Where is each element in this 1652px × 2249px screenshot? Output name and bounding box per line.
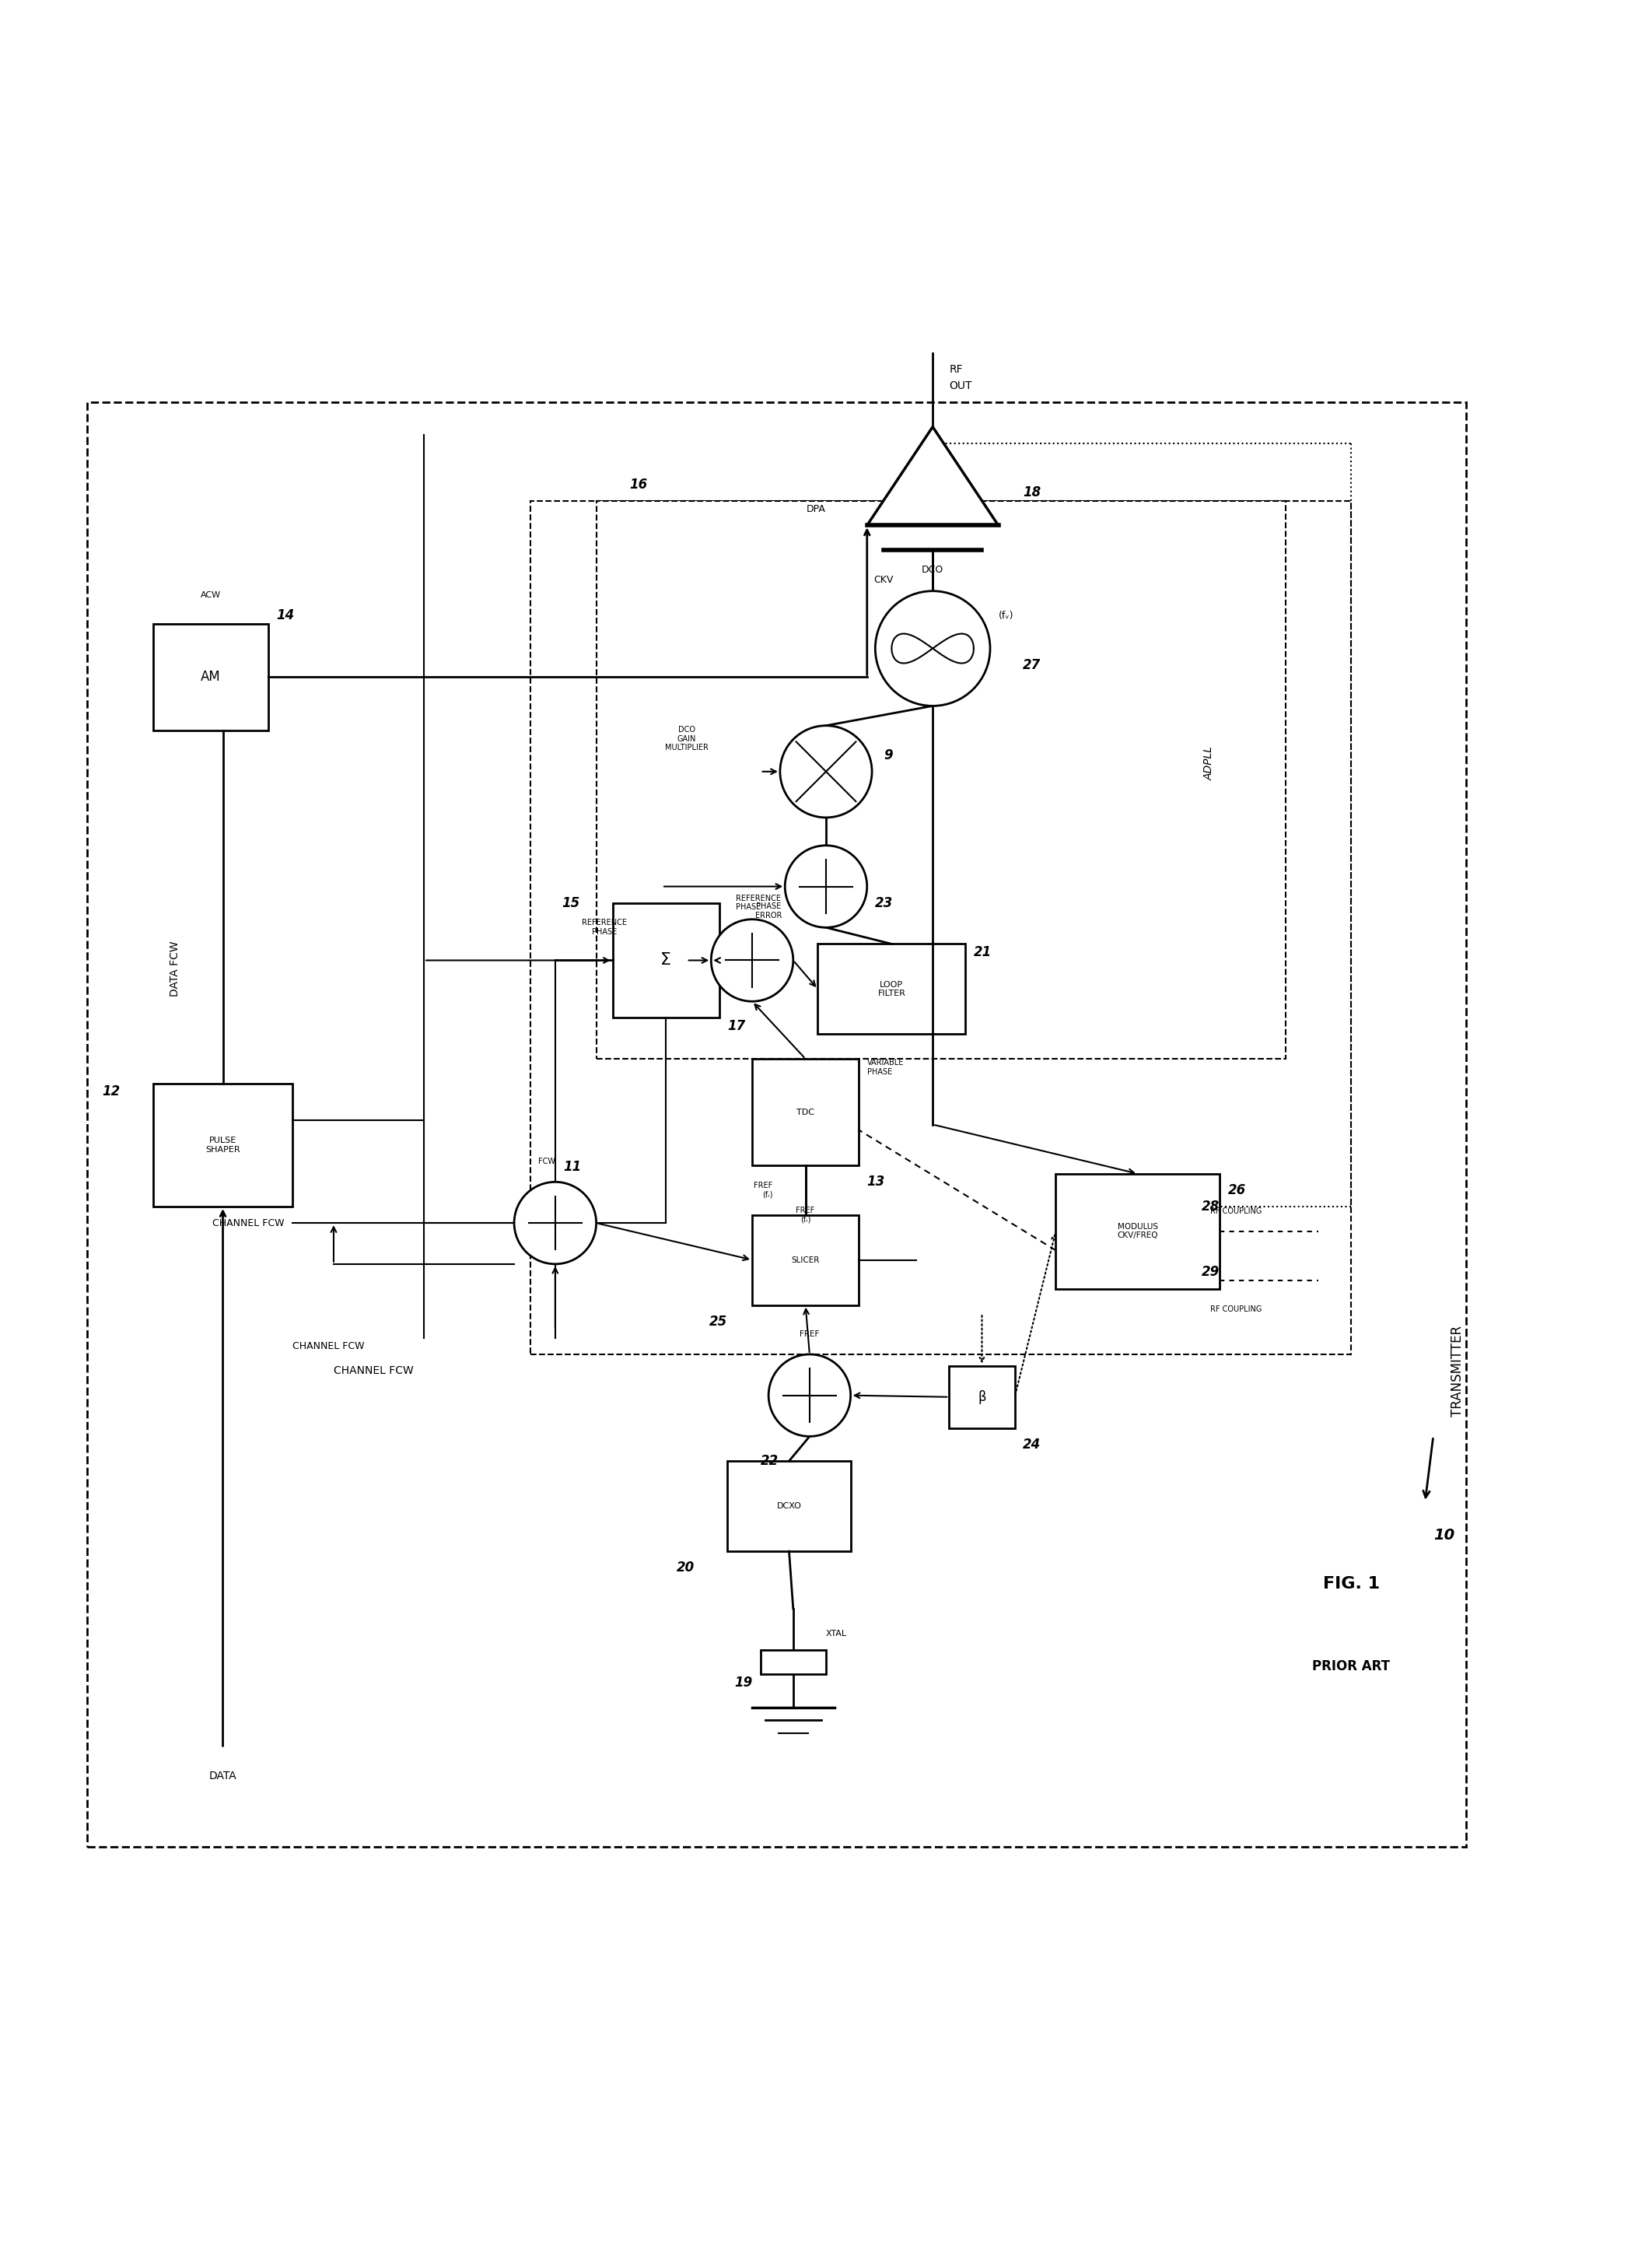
Text: CHANNEL FCW: CHANNEL FCW — [334, 1365, 413, 1376]
Text: ACW: ACW — [200, 591, 221, 598]
Text: PRIOR ART: PRIOR ART — [1312, 1660, 1389, 1673]
Circle shape — [710, 920, 793, 1001]
Text: DATA FCW: DATA FCW — [170, 940, 180, 996]
FancyBboxPatch shape — [154, 1084, 292, 1205]
Text: 26: 26 — [1227, 1183, 1246, 1196]
Text: 19: 19 — [733, 1676, 752, 1689]
Text: 21: 21 — [973, 945, 991, 958]
Bar — [530, 502, 1351, 1354]
Text: 13: 13 — [867, 1174, 885, 1190]
Circle shape — [514, 1183, 596, 1264]
Text: PHASE
ERROR: PHASE ERROR — [755, 902, 781, 920]
Text: TDC: TDC — [796, 1109, 814, 1116]
Text: 29: 29 — [1201, 1266, 1219, 1280]
Text: 22: 22 — [760, 1455, 778, 1469]
Text: REFERENCE
PHASE: REFERENCE PHASE — [735, 895, 781, 911]
Text: RF COUPLING: RF COUPLING — [1211, 1208, 1262, 1214]
Text: β: β — [978, 1390, 986, 1403]
Text: SLICER: SLICER — [791, 1255, 819, 1264]
Text: TRANSMITTER: TRANSMITTER — [1450, 1325, 1465, 1417]
Text: 11: 11 — [563, 1160, 582, 1174]
Text: CHANNEL FCW: CHANNEL FCW — [292, 1340, 365, 1352]
Circle shape — [876, 591, 990, 706]
FancyBboxPatch shape — [613, 902, 719, 1019]
Text: FREF
(fᵣ): FREF (fᵣ) — [753, 1181, 773, 1199]
Text: FREF
(fᵣ): FREF (fᵣ) — [796, 1205, 814, 1223]
Text: Σ: Σ — [661, 954, 671, 967]
Bar — [596, 502, 1285, 1059]
Text: DCO
GAIN
MULTIPLIER: DCO GAIN MULTIPLIER — [664, 726, 709, 751]
Text: DPA: DPA — [806, 504, 826, 515]
Circle shape — [780, 726, 872, 819]
Circle shape — [768, 1354, 851, 1437]
Text: RF: RF — [950, 364, 963, 376]
Text: DCO: DCO — [922, 564, 943, 573]
Text: (fᵥ): (fᵥ) — [998, 609, 1013, 621]
Text: FCW: FCW — [539, 1158, 555, 1165]
FancyBboxPatch shape — [818, 945, 965, 1035]
FancyBboxPatch shape — [727, 1462, 851, 1552]
Text: 20: 20 — [677, 1561, 695, 1574]
Text: CHANNEL FCW: CHANNEL FCW — [213, 1219, 284, 1228]
Text: MODULUS
CKV/FREQ: MODULUS CKV/FREQ — [1117, 1223, 1158, 1239]
Bar — [88, 403, 1465, 1846]
Text: 9: 9 — [884, 749, 892, 762]
Text: FREF: FREF — [800, 1329, 819, 1338]
Text: 15: 15 — [562, 895, 580, 911]
Text: 27: 27 — [1023, 659, 1041, 672]
Text: RF COUPLING: RF COUPLING — [1211, 1304, 1262, 1313]
Text: 23: 23 — [876, 895, 894, 911]
Text: 24: 24 — [1023, 1437, 1041, 1451]
FancyBboxPatch shape — [154, 623, 268, 731]
Text: 14: 14 — [276, 609, 294, 623]
Bar — [760, 1651, 826, 1676]
Text: ADPLL: ADPLL — [1203, 747, 1214, 780]
Text: OUT: OUT — [950, 380, 971, 391]
Text: 18: 18 — [1023, 486, 1041, 499]
Text: VARIABLE
PHASE: VARIABLE PHASE — [867, 1059, 904, 1075]
Text: FIG. 1: FIG. 1 — [1323, 1577, 1379, 1592]
Text: PULSE
SHAPER: PULSE SHAPER — [205, 1136, 240, 1154]
FancyBboxPatch shape — [1056, 1174, 1219, 1289]
Text: XTAL: XTAL — [826, 1631, 847, 1637]
Text: 10: 10 — [1434, 1527, 1454, 1543]
Text: LOOP
FILTER: LOOP FILTER — [877, 981, 905, 999]
Text: AM: AM — [200, 670, 221, 684]
FancyBboxPatch shape — [752, 1059, 859, 1165]
Text: DATA: DATA — [208, 1770, 236, 1781]
Text: 28: 28 — [1201, 1199, 1219, 1214]
Text: 16: 16 — [629, 477, 648, 490]
Polygon shape — [867, 427, 998, 526]
Text: 17: 17 — [727, 1019, 745, 1032]
FancyBboxPatch shape — [752, 1214, 859, 1304]
Text: REFERENCE
PHASE: REFERENCE PHASE — [582, 920, 628, 936]
Circle shape — [785, 846, 867, 927]
Text: CKV: CKV — [874, 573, 894, 585]
Text: 25: 25 — [709, 1313, 727, 1329]
Text: DCXO: DCXO — [776, 1502, 801, 1509]
FancyBboxPatch shape — [950, 1365, 1014, 1428]
Text: 12: 12 — [102, 1084, 121, 1100]
